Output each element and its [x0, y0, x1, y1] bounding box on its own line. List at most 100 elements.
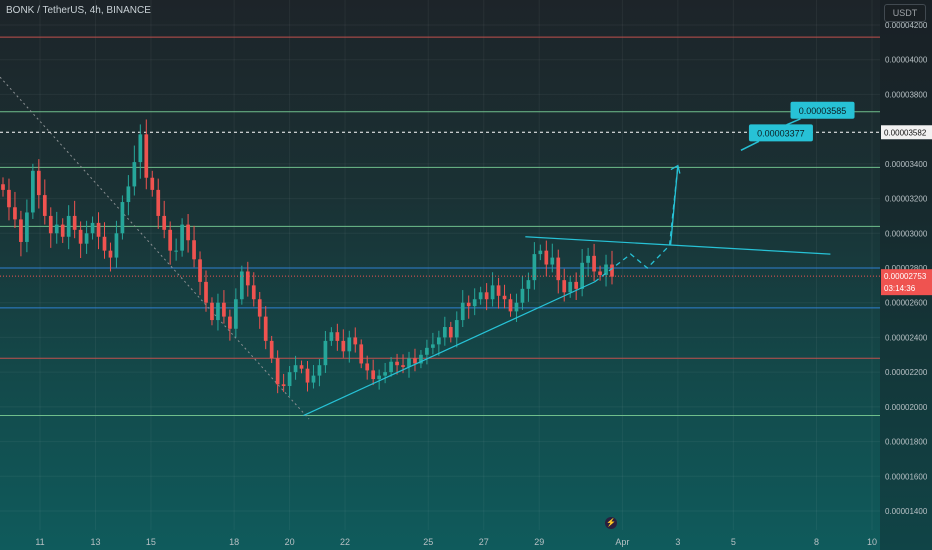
candle-body	[192, 240, 196, 260]
candle-body	[538, 250, 543, 255]
candle-body	[478, 292, 483, 300]
candle-body	[562, 280, 567, 293]
candle-body	[335, 332, 340, 341]
candle-body	[222, 302, 226, 317]
candle-body	[66, 215, 71, 237]
y-tick-label: 0.00004000	[885, 56, 928, 65]
x-tick-label: 11	[35, 537, 44, 547]
candle-body	[180, 224, 184, 251]
y-tick-label: 0.00001400	[885, 507, 928, 516]
candle-body	[431, 344, 435, 348]
y-tick-label: 0.00002400	[885, 333, 928, 342]
candle-body	[550, 257, 555, 265]
candle-body	[377, 375, 381, 380]
candle-body	[610, 264, 614, 277]
candle-body	[84, 233, 89, 244]
symbol-title: BONK / TetherUS, 4h, BINANCE	[6, 5, 151, 16]
candle-body	[239, 271, 244, 300]
candle-body	[604, 264, 608, 275]
candle-body	[108, 250, 113, 258]
candle-body	[526, 280, 531, 289]
candle-body	[1, 184, 5, 190]
candle-body	[13, 207, 17, 220]
x-tick-label: 29	[534, 537, 544, 547]
candle-body	[72, 215, 77, 230]
candle-body	[484, 292, 489, 300]
x-tick-label: 20	[285, 537, 295, 547]
candle-body	[144, 134, 149, 178]
candle-body	[228, 316, 232, 329]
candle-body	[19, 219, 23, 242]
callout-pointer	[740, 140, 760, 152]
price-callout: 0.00003585	[786, 101, 855, 126]
candle-body	[48, 215, 53, 234]
last-price-tag-box	[881, 269, 932, 296]
candle-body	[31, 170, 35, 213]
y-tick-label: 0.00004200	[885, 21, 928, 30]
candle-body	[25, 212, 29, 242]
candle-body	[556, 257, 561, 281]
candle-body	[42, 195, 47, 216]
trendline-support	[303, 281, 595, 417]
candle-body	[311, 375, 316, 383]
x-tick-label: 15	[146, 537, 156, 547]
candle-body	[126, 186, 131, 203]
candle-body	[287, 372, 292, 387]
x-tick-label: 8	[814, 537, 819, 547]
projection-arrowhead	[670, 164, 681, 174]
candle-body	[156, 189, 161, 216]
candle-body	[96, 222, 101, 237]
candle-body	[347, 337, 352, 352]
candle-body	[598, 271, 602, 275]
x-tick-label: 22	[340, 537, 350, 547]
candle-body	[162, 215, 167, 230]
candle-body	[413, 358, 417, 364]
callout-pointer	[786, 118, 801, 126]
candle-body	[257, 299, 262, 317]
candle-body	[299, 365, 304, 369]
candle-body	[460, 302, 465, 321]
candle-body	[293, 365, 298, 373]
y-tick-label: 0.00002800	[885, 264, 928, 273]
candle-body	[586, 255, 590, 263]
candle-body	[305, 368, 310, 383]
candle-body	[514, 302, 519, 312]
candle-body	[90, 222, 95, 234]
lightning-icon[interactable]: ⚡	[605, 517, 617, 529]
candle-body	[341, 340, 346, 352]
candle-body	[186, 224, 190, 241]
y-tick-label: 0.00003000	[885, 229, 928, 238]
candle-body	[269, 340, 274, 359]
currency-badge[interactable]: USDT	[884, 4, 926, 22]
candle-body	[502, 295, 507, 300]
candle-body	[508, 299, 513, 312]
candle-body	[371, 370, 376, 380]
y-tick-label: 0.00001600	[885, 472, 928, 481]
candle-body	[132, 162, 137, 187]
candle-body	[198, 259, 202, 282]
callout-label: 0.00003585	[799, 106, 847, 116]
candle-body	[466, 302, 471, 307]
candle-body	[114, 233, 119, 258]
candle-body	[204, 281, 208, 303]
candle-body	[78, 229, 83, 244]
x-tick-label: 10	[867, 537, 877, 547]
y-tick-label: 0.00001800	[885, 438, 928, 447]
x-tick-label: 13	[90, 537, 100, 547]
y-tick-label: 0.00002000	[885, 403, 928, 412]
y-tick-label: 0.00002600	[885, 299, 928, 308]
candle-body	[544, 250, 549, 265]
candle-body	[568, 281, 573, 293]
callout-box	[790, 101, 855, 119]
candle-body	[120, 202, 125, 234]
candle-body	[216, 302, 220, 321]
callout-box	[748, 124, 813, 142]
candle-body	[401, 365, 405, 367]
candle-body	[442, 327, 447, 338]
candle-body	[520, 288, 525, 303]
candle-body	[150, 177, 155, 190]
x-tick-label: Apr	[615, 537, 629, 547]
candle-body	[496, 285, 501, 296]
